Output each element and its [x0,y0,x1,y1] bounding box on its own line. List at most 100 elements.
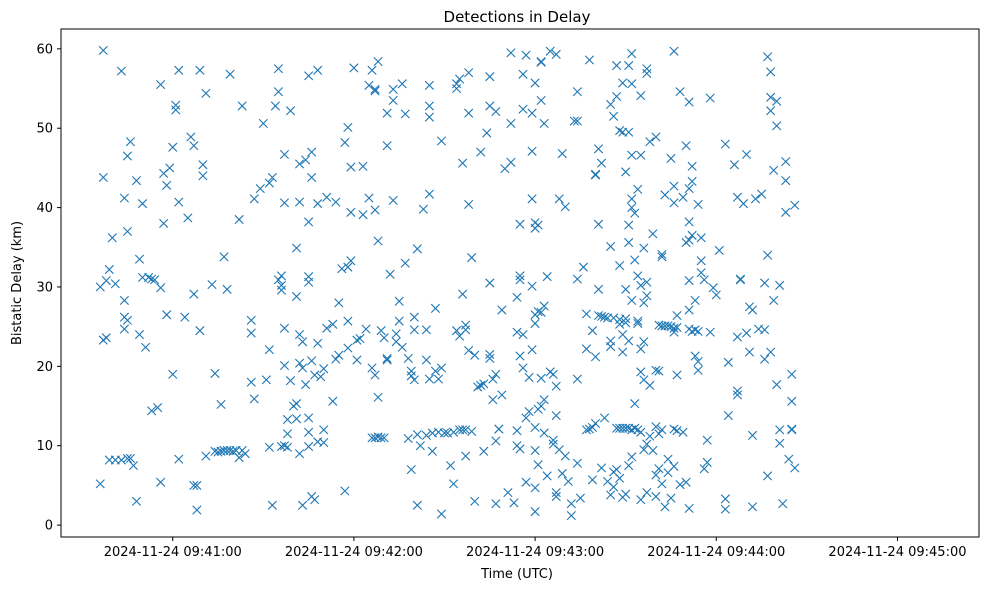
data-point [699,275,709,285]
data-point [213,447,223,457]
data-point [491,369,501,379]
data-point [98,45,108,56]
data-point [699,464,709,474]
data-point [364,193,374,203]
data-point [294,197,305,207]
data-point [687,161,697,171]
data-point [234,453,244,463]
y-axis: 0 10 20 30 40 50 60 [36,42,61,534]
y-tick-label: 30 [36,280,53,295]
data-point [696,256,706,266]
data-point [766,92,776,102]
data-point [621,284,631,294]
data-point [551,381,561,391]
data-point [630,423,640,433]
data-point [352,335,362,345]
data-point [485,278,495,288]
data-point [515,275,525,285]
data-point [720,494,730,504]
data-point [536,57,546,67]
data-point [430,303,441,313]
data-point [358,210,368,220]
data-point [234,214,244,225]
data-point [137,199,148,209]
data-point [343,343,353,353]
data-point [168,142,178,152]
data-point [732,390,743,400]
data-point [593,144,604,154]
data-point [512,426,522,436]
data-point [373,392,383,402]
data-point [249,194,259,204]
data-point [304,441,314,452]
data-point [769,165,779,175]
data-point [461,425,471,435]
data-point [285,376,296,386]
data-point [690,325,700,335]
data-point [461,325,471,335]
data-point [657,479,667,489]
data-point [624,237,634,248]
data-point [672,322,682,333]
data-point [222,284,232,294]
data-point [134,330,145,340]
data-point [313,199,323,209]
data-point [515,444,525,454]
data-point [669,46,679,56]
data-point [772,380,782,390]
data-point [195,65,205,75]
data-point [642,487,652,498]
data-point [328,396,338,406]
data-point [276,285,287,295]
data-point [461,320,471,330]
data-point [343,262,353,272]
data-point [563,476,573,487]
data-point [319,425,329,435]
data-point [615,260,625,271]
data-point [747,305,758,315]
data-point [491,106,501,117]
data-point [174,197,184,207]
data-point [467,426,477,437]
data-point [645,137,655,147]
data-point [316,372,326,382]
data-point [627,79,637,89]
data-point [572,274,582,284]
data-point [530,78,540,88]
data-point [294,159,305,169]
data-point [150,275,160,285]
data-point [530,507,540,517]
data-point [189,480,199,490]
data-point [464,199,474,210]
data-point [599,413,610,423]
data-point [304,427,314,437]
data-point [479,379,489,389]
data-point [488,374,498,384]
data-point [669,424,679,434]
data-point [436,136,447,146]
data-point [593,219,604,229]
data-point [696,233,706,243]
data-point [506,118,516,129]
data-point [606,341,616,352]
data-point [621,167,631,177]
data-point [294,449,305,459]
data-point [279,323,290,333]
data-point [307,147,317,157]
data-point [566,499,576,509]
data-point [451,326,462,336]
data-point [267,172,277,183]
data-point [548,435,558,445]
data-point [367,363,377,373]
data-point [382,141,392,151]
data-point [696,268,706,278]
data-point [116,455,126,465]
data-point [618,78,628,88]
data-point [684,503,694,514]
data-point [433,374,444,384]
data-point [627,150,637,160]
data-point [95,479,105,489]
data-point [424,80,434,90]
data-point [104,264,114,275]
